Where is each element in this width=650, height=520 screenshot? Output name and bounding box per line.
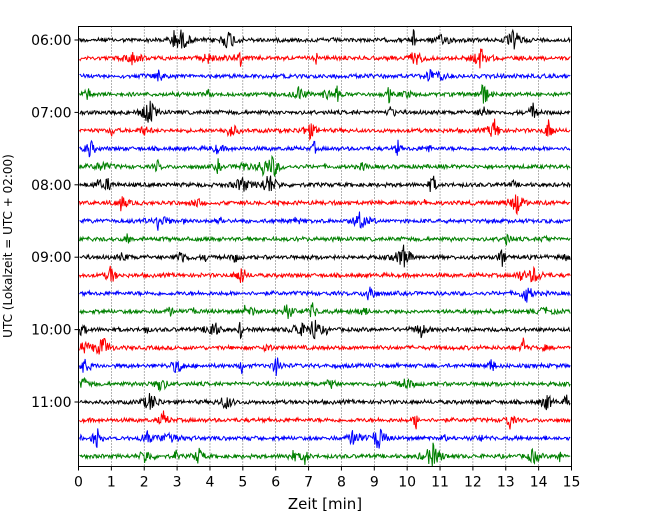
seismogram-trace	[79, 265, 571, 283]
x-tick-label: 11	[431, 475, 449, 491]
seismogram-trace	[79, 376, 571, 393]
y-tick-label: 08:00	[31, 178, 71, 194]
x-tick-label: 6	[271, 475, 280, 491]
seismogram-trace	[79, 84, 571, 104]
x-gridlines	[111, 26, 539, 467]
y-axis: 06:00 07:00 08:00 09:00 10:00 11:00	[31, 33, 79, 411]
seismogram-trace	[79, 118, 571, 142]
x-tick-label: 10	[398, 475, 416, 491]
x-tick-label: 4	[206, 475, 215, 491]
y-tick-label: 10:00	[31, 323, 71, 339]
seismogram-trace	[79, 28, 571, 50]
seismogram-trace	[79, 233, 571, 246]
seismogram-trace	[79, 244, 571, 268]
x-tick-label: 7	[304, 475, 313, 491]
x-tick-label: 5	[238, 475, 247, 491]
x-tick-label: 12	[464, 475, 482, 491]
seismogram-trace	[79, 154, 571, 177]
seismogram-trace	[79, 194, 571, 216]
x-tick-label: 1	[107, 475, 116, 491]
seismogram-trace	[79, 175, 571, 193]
x-tick-label: 0	[74, 475, 83, 491]
x-tick-label: 14	[530, 475, 548, 491]
seismogram-trace	[79, 139, 571, 158]
x-tick-label: 15	[563, 475, 581, 491]
seismogram-trace	[79, 302, 571, 320]
x-tick-label: 8	[337, 475, 346, 491]
seismogram-trace	[79, 337, 571, 355]
seismogram-trace	[79, 68, 571, 82]
seismogram-trace	[79, 393, 571, 411]
y-tick-label: 06:00	[31, 33, 71, 49]
plot-frame	[78, 26, 572, 467]
seismogram-trace	[79, 48, 571, 69]
x-tick-label: 13	[497, 475, 515, 491]
seismogram-trace	[79, 428, 571, 449]
seismogram-trace	[79, 211, 571, 231]
x-tick-label: 3	[173, 475, 182, 491]
seismogram-trace	[79, 357, 571, 377]
seismogram-trace	[79, 100, 571, 123]
x-axis: 0 1 2 3 4 5 6 7 8 9 10 11 12 13 14 15	[74, 466, 581, 491]
y-axis-label: UTC (Lokalzeit = UTC + 02:00)	[1, 154, 15, 338]
y-tick-label: 11:00	[31, 395, 71, 411]
seismogram-trace	[79, 410, 571, 430]
y-tick-label: 09:00	[31, 250, 71, 266]
y-tick-label: 07:00	[31, 105, 71, 121]
x-tick-label: 9	[370, 475, 379, 491]
seismogram-trace	[79, 442, 571, 467]
x-tick-label: 2	[140, 475, 149, 491]
seismogram-traces	[79, 28, 571, 467]
seismogram-trace	[79, 319, 571, 340]
seismogram-trace	[79, 286, 571, 303]
x-axis-label: Zeit [min]	[288, 495, 362, 513]
